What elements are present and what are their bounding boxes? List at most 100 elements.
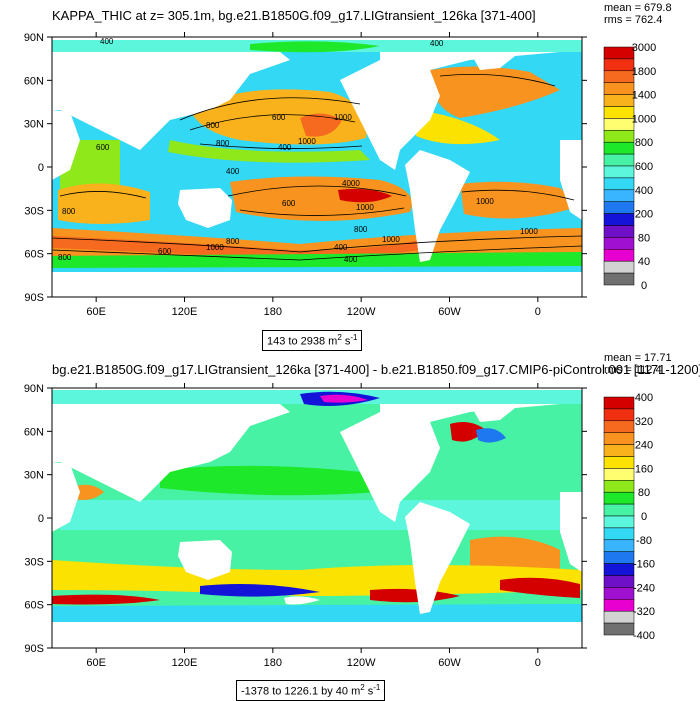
- panel1-contour-labels: 400 400 800 600 1000 1000 400 800 400 60…: [58, 37, 538, 264]
- y-tick-label: 60N: [24, 75, 44, 87]
- contour-label: 600: [158, 247, 172, 256]
- colorbar-label: 80: [638, 232, 650, 244]
- colorbar-swatch: [603, 527, 635, 541]
- colorbar-swatch: [603, 260, 635, 274]
- panel2-africa-east: [52, 462, 80, 532]
- colorbar-swatch: [603, 599, 635, 612]
- colorbar-swatch: [603, 141, 635, 155]
- contour-label: 800: [206, 121, 220, 130]
- colorbar-label: 200: [635, 209, 653, 221]
- panel1-arctic-green: [250, 41, 380, 53]
- colorbar-swatch: [603, 130, 635, 143]
- contour-label: 400: [334, 243, 348, 252]
- colorbar-label: 600: [635, 161, 653, 173]
- panel1-contour-4: [227, 185, 407, 197]
- contour-label: 4000: [342, 179, 360, 188]
- colorbar-label: 80: [638, 487, 650, 499]
- y-tick-label: 90N: [24, 32, 44, 44]
- colorbar-label: 400: [635, 185, 653, 197]
- panel1-land: [52, 52, 582, 297]
- panel2-map: [52, 388, 582, 648]
- panel2-rms: rms = 112.4: [604, 364, 662, 376]
- contour-label: 400: [100, 37, 114, 46]
- panel1-africa-east: [52, 110, 80, 180]
- contour-label: 600: [96, 143, 110, 152]
- panel1-indian-gyre: [58, 183, 150, 224]
- colorbar-swatch: [603, 225, 635, 238]
- contour-label: 800: [354, 225, 368, 234]
- y-tick-label: 0: [38, 162, 44, 174]
- panel2-south-america: [405, 502, 470, 614]
- y-tick-label: 30N: [24, 119, 44, 131]
- colorbar-swatch: [603, 610, 635, 624]
- panel1-north-america: [340, 52, 560, 170]
- contour-label: 800: [62, 207, 76, 216]
- x-tick-label: 60W: [438, 306, 461, 318]
- x-tick-label: 120W: [347, 657, 376, 669]
- panel2-range-box: -1378 to 1226.1 by 40 m2 s-1: [236, 680, 386, 701]
- contour-label: 1000: [382, 235, 400, 244]
- contour-label: 1000: [334, 113, 352, 122]
- panel2-africa-south: [560, 492, 582, 572]
- contour-label: 1000: [520, 227, 538, 236]
- panel1-contour-6: [52, 235, 582, 253]
- panel1-contour-7: [52, 245, 582, 261]
- colorbar-label: 1000: [632, 113, 656, 125]
- x-tick-label: 180: [264, 306, 282, 318]
- panel2-range-suffix: s: [364, 685, 374, 698]
- x-tick-label: 60E: [86, 657, 106, 669]
- panel2-antarctica: [52, 622, 582, 648]
- y-tick-label: 90S: [24, 292, 44, 304]
- y-tick-label: 30S: [24, 556, 44, 568]
- panel2-npac-green: [160, 465, 380, 496]
- colorbar-swatch: [603, 82, 635, 95]
- contour-label: 800: [58, 253, 72, 262]
- colorbar-swatch: [603, 503, 635, 517]
- x-tick-label: 120E: [172, 306, 198, 318]
- panel2-south-cyan: [52, 604, 582, 622]
- colorbar-swatch: [603, 480, 635, 493]
- colorbar-swatch: [603, 58, 635, 72]
- panel2-tropic-cyan: [60, 500, 580, 530]
- colorbar-swatch: [603, 551, 635, 564]
- colorbar-label: 320: [635, 416, 653, 428]
- x-tick-label: 60E: [86, 306, 106, 318]
- colorbar-label: -320: [633, 606, 655, 618]
- panel1-south-america: [405, 150, 470, 262]
- colorbar-swatch: [603, 213, 635, 226]
- panel2-south-red-2: [370, 588, 460, 603]
- colorbar-swatch: [603, 539, 635, 552]
- panel2-range-text: -1378 to 1226.1 by 40 m: [241, 685, 361, 698]
- panel1-npac-green: [168, 140, 370, 163]
- panel2-natl-red: [450, 422, 486, 442]
- panel2-land: [52, 404, 582, 648]
- panel2-range-sup2: -1: [373, 683, 381, 692]
- colorbar-label: 1400: [632, 90, 656, 102]
- colorbar-label: 0: [641, 511, 647, 523]
- x-tick-label: 0: [535, 306, 541, 318]
- colorbar-swatch: [603, 189, 635, 202]
- panel1-natl-subtrop: [416, 110, 500, 145]
- colorbar-swatch: [603, 153, 635, 167]
- colorbars-group: 3000180014001000800600400200804004003202…: [603, 42, 656, 642]
- colorbar-swatch: [603, 106, 635, 119]
- colorbar-swatch: [603, 272, 635, 286]
- colorbar-swatch: [603, 201, 635, 214]
- x-tick-label: 0: [535, 657, 541, 669]
- colorbar-label: 3000: [632, 42, 656, 54]
- panel2-south-blue: [200, 584, 320, 597]
- colorbar-swatch: [603, 456, 635, 469]
- colorbar-swatch: [603, 515, 635, 529]
- panel1-contour-3: [199, 143, 363, 149]
- x-tick-label: 60W: [438, 657, 461, 669]
- colorbar-swatch: [603, 444, 635, 457]
- colorbar-swatch: [603, 165, 635, 179]
- panel2-range-sup: 2: [360, 683, 365, 692]
- panel1-rms: rms = 762.4: [604, 14, 663, 26]
- panel2-australia: [178, 540, 232, 580]
- x-tick-label: 180: [264, 657, 282, 669]
- contour-label: 800: [226, 237, 240, 246]
- panel2-south-red: [52, 594, 160, 605]
- panel1-contour-8: [439, 73, 556, 87]
